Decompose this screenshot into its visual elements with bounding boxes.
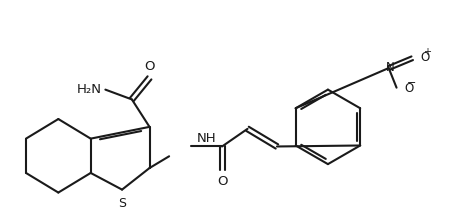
Text: NH: NH bbox=[197, 132, 216, 145]
Text: N: N bbox=[386, 61, 395, 74]
Text: O: O bbox=[144, 60, 155, 73]
Text: S: S bbox=[118, 197, 126, 210]
Text: H₂N: H₂N bbox=[76, 83, 101, 96]
Text: O: O bbox=[217, 175, 227, 188]
Text: +: + bbox=[423, 47, 431, 57]
Text: −: − bbox=[406, 78, 416, 88]
Text: O: O bbox=[420, 51, 429, 64]
Text: O: O bbox=[405, 82, 414, 95]
